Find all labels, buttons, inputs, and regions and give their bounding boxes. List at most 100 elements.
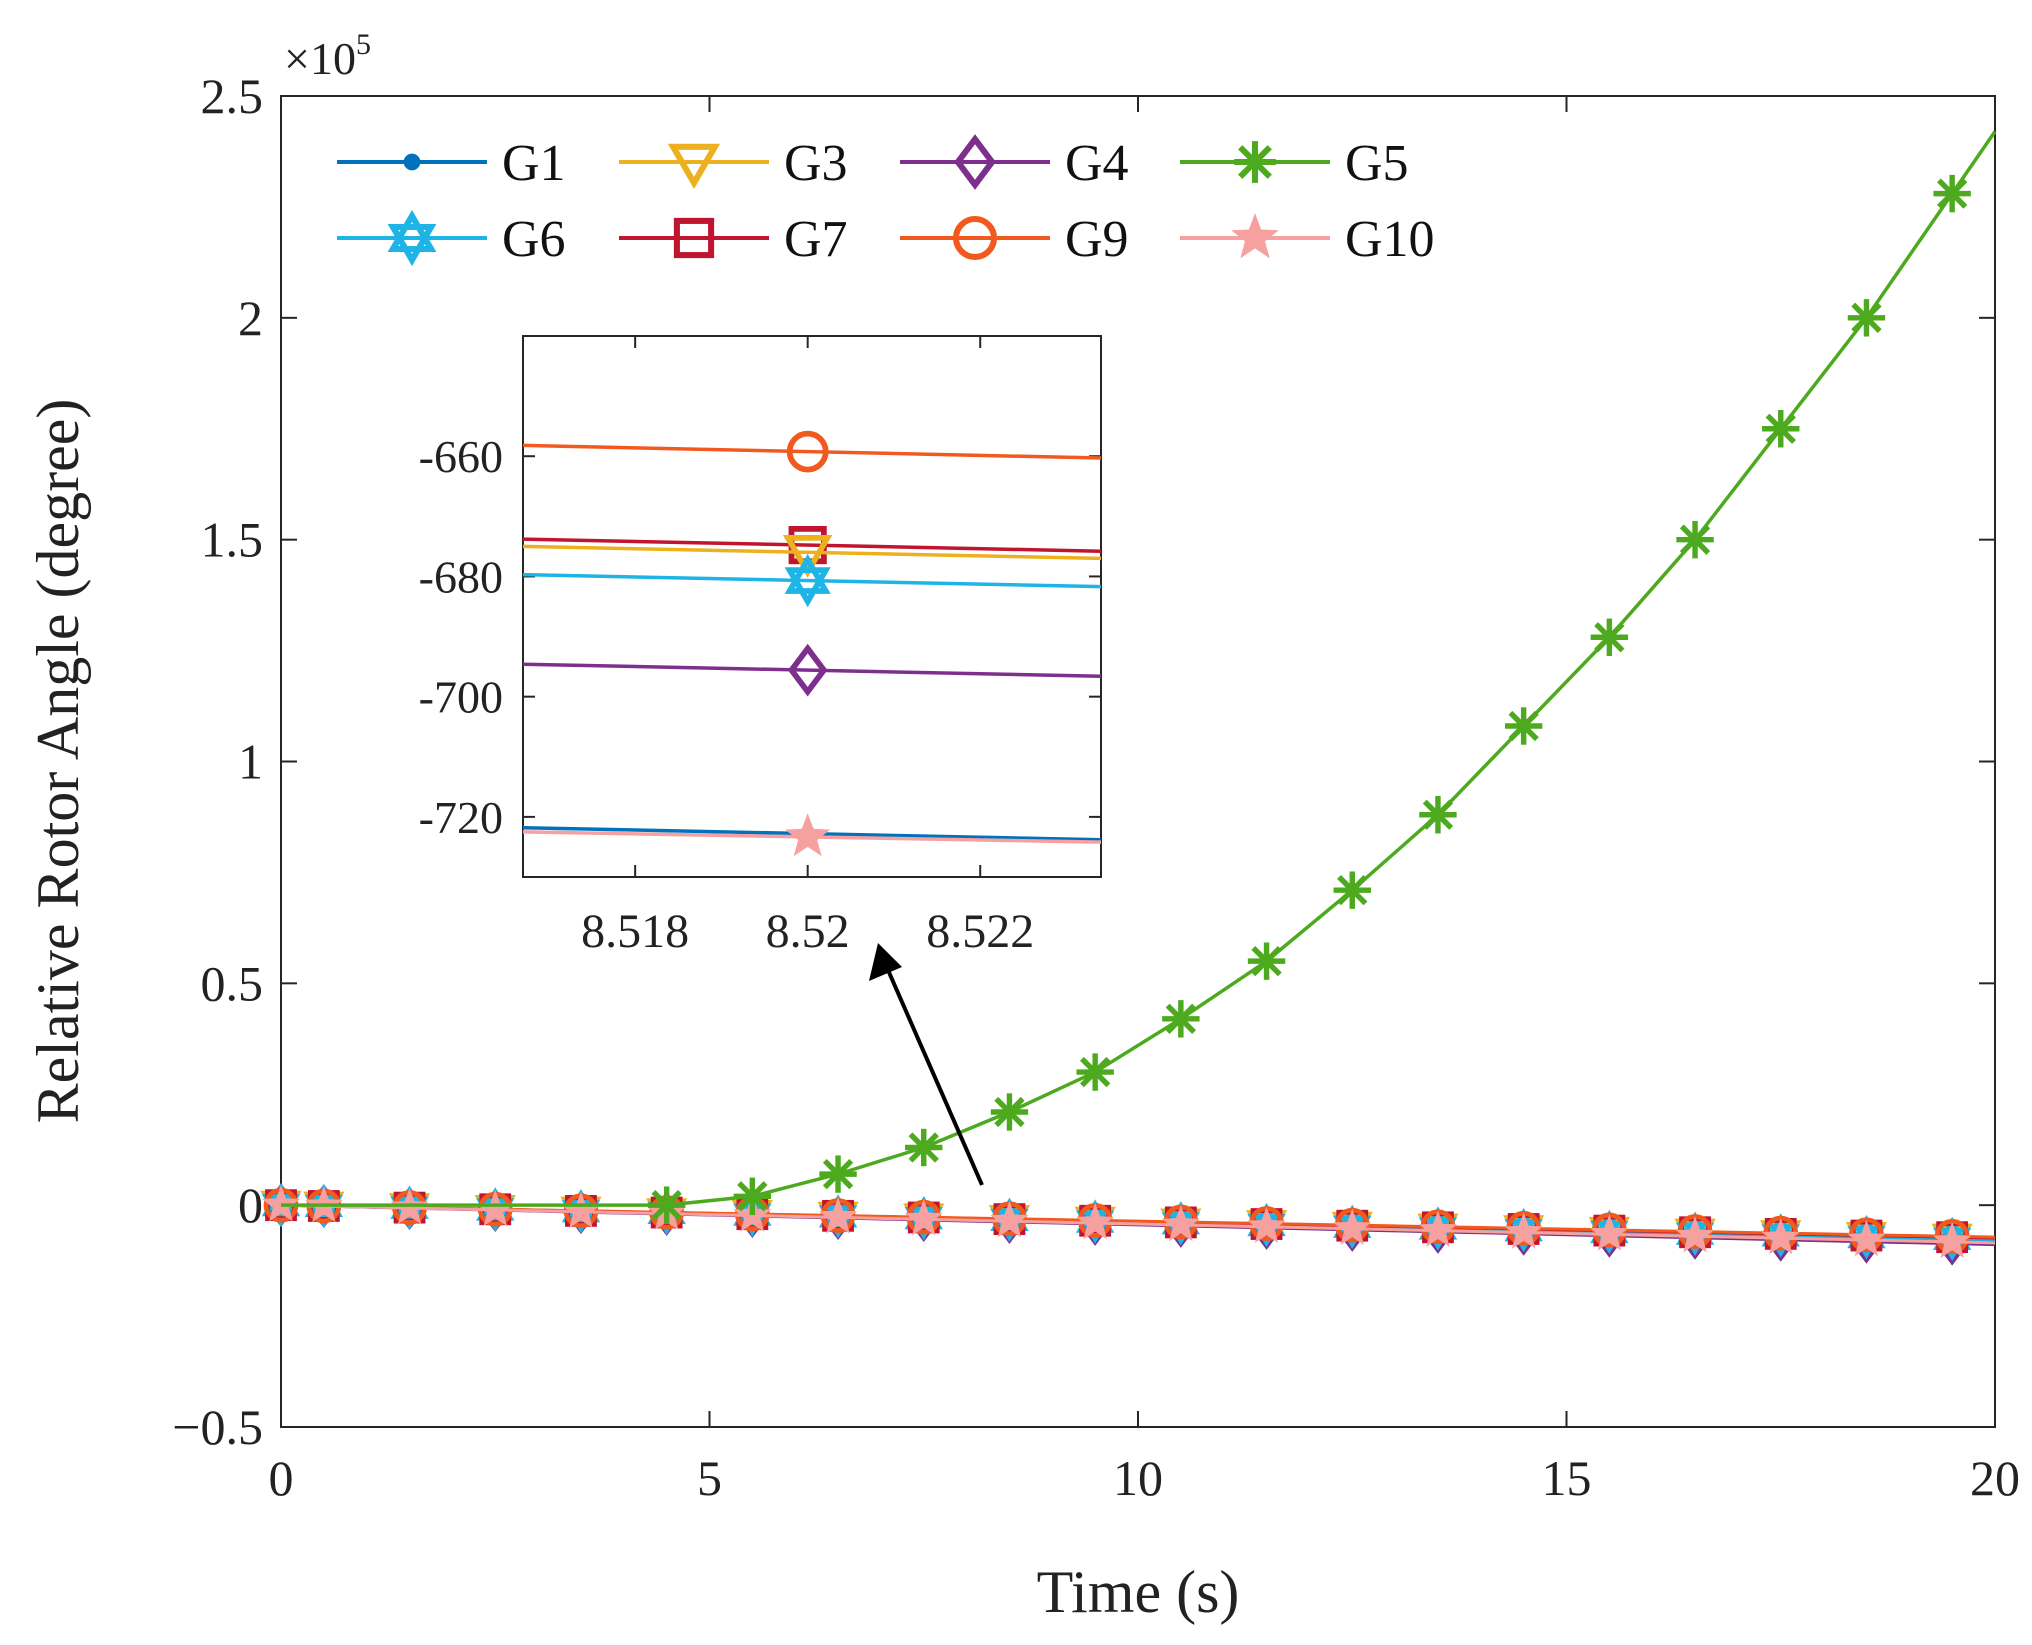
x-tick-label: 10 <box>1113 1450 1163 1506</box>
data-point-g10 <box>819 1197 858 1234</box>
marker-pentagram <box>1247 1206 1286 1244</box>
marker-hexagram-b <box>784 567 831 608</box>
inset-series-line-g9 <box>522 443 1102 460</box>
x-tick-label: 15 <box>1542 1450 1592 1506</box>
arrow-shaft <box>886 969 984 1186</box>
y-axis-exponent-label: ×105 <box>284 28 371 84</box>
legend-marker <box>1234 141 1276 183</box>
legend-label: G7 <box>784 211 848 268</box>
inset-x-tick-label: 8.52 <box>766 905 850 958</box>
legend-marker <box>1231 213 1279 259</box>
marker-asterisk-arm <box>1594 622 1625 653</box>
series-line-g5 <box>281 130 1997 1207</box>
legend: G1 G3 G4 G5 G6 G7 G9 G10 <box>337 134 1435 268</box>
legend-marker <box>387 209 437 267</box>
marker-asterisk-arm <box>1765 413 1796 444</box>
marker-pentagram <box>1161 1204 1200 1242</box>
marker-asterisk-arm <box>1937 178 1968 209</box>
marker-pentagram <box>1504 1212 1543 1249</box>
marker-hexagram-a <box>387 209 437 253</box>
marker-asterisk-arm <box>1422 799 1454 830</box>
inset-data-point-g9 <box>786 430 829 473</box>
inset-series-g3 <box>522 535 1102 578</box>
inset-series-g10 <box>522 813 1102 857</box>
legend-label: G3 <box>784 135 848 192</box>
inset-x-tick-label: 8.518 <box>581 905 689 958</box>
inset-y-tick-label: -660 <box>419 431 503 482</box>
marker-pentagram <box>990 1201 1029 1238</box>
inset-data-point-g10 <box>785 813 831 857</box>
marker-asterisk-arm <box>1165 1003 1196 1034</box>
legend-label: G10 <box>1345 211 1435 268</box>
inset-plot-series <box>522 430 1102 857</box>
marker-triangle <box>667 143 721 189</box>
inset-data-point-g3 <box>782 535 833 578</box>
x-axis-title: Time (s) <box>1037 1559 1240 1625</box>
marker-triangle <box>782 535 833 578</box>
data-point-g10 <box>1676 1216 1715 1253</box>
marker-pentagram <box>1761 1218 1800 1255</box>
legend-entry-g1: G1 <box>337 135 566 192</box>
marker-dot <box>403 153 421 171</box>
data-point-g10 <box>1761 1218 1800 1255</box>
inset-series-g9 <box>522 430 1102 473</box>
marker-asterisk-arm <box>822 1158 854 1190</box>
legend-entry-g9: G9 <box>900 211 1129 268</box>
data-point-g10 <box>1418 1210 1457 1247</box>
data-point-g10 <box>1847 1220 1886 1257</box>
data-point-g5 <box>1076 1053 1114 1091</box>
marker-hexagram-a <box>784 553 831 594</box>
data-point-g5 <box>905 1128 943 1167</box>
legend-marker <box>952 215 998 261</box>
legend-label: G6 <box>502 211 566 268</box>
legend-label: G5 <box>1345 135 1409 192</box>
x-axis-ticks: 0 5 10 15 20 <box>269 96 2020 1506</box>
legend-entry-g3: G3 <box>619 135 848 192</box>
y-tick-label: −0.5 <box>172 1399 263 1455</box>
marker-square <box>673 217 715 259</box>
legend-entry-g6: G6 <box>337 209 566 268</box>
marker-pentagram <box>1933 1221 1972 1259</box>
data-point-g10 <box>990 1201 1029 1238</box>
data-point-g5 <box>1419 796 1457 834</box>
data-point-g10 <box>1590 1214 1629 1251</box>
arrow-head <box>869 943 902 981</box>
marker-asterisk-arm <box>651 1190 682 1221</box>
x-tick-label: 5 <box>697 1450 722 1506</box>
inset-series-line-g3 <box>522 544 1102 561</box>
data-point-g5 <box>733 1177 772 1215</box>
data-point-g10 <box>1076 1203 1115 1240</box>
y-axis-title: Relative Rotor Angle (degree) <box>25 399 91 1124</box>
marker-hexagram-b <box>387 223 437 267</box>
inset-y-tick-label: -680 <box>419 551 503 602</box>
legend-label: G1 <box>502 135 566 192</box>
data-point-g5 <box>990 1093 1029 1131</box>
data-point-g5 <box>1762 410 1800 448</box>
inset-data-point-g6 <box>784 553 831 608</box>
inset-series-line-g4 <box>522 662 1102 678</box>
inset-series-g4 <box>522 643 1102 697</box>
x-tick-label: 0 <box>269 1450 294 1506</box>
marker-pentagram <box>1076 1203 1115 1240</box>
marker-pentagram <box>1231 213 1279 259</box>
marker-asterisk-arm <box>1238 145 1272 179</box>
data-point-g10 <box>261 1185 301 1222</box>
data-point-g5 <box>819 1155 857 1193</box>
y-tick-label: 1 <box>238 734 263 790</box>
data-point-g10 <box>1333 1208 1372 1245</box>
legend-entry-g10: G10 <box>1180 211 1435 268</box>
exponent-base: ×10 <box>284 33 356 84</box>
legend-marker <box>667 143 721 189</box>
data-point-g5 <box>1933 174 1971 213</box>
data-point-g5 <box>1247 942 1286 980</box>
data-point-g10 <box>1161 1204 1200 1242</box>
marker-pentagram <box>1333 1208 1372 1245</box>
marker-pentagram <box>1418 1210 1457 1247</box>
marker-asterisk-arm <box>737 1181 768 1212</box>
y-tick-label: 1.5 <box>201 512 264 568</box>
data-point-g10 <box>1247 1206 1286 1244</box>
data-point-g5 <box>1162 1000 1200 1038</box>
inset-data-point-g4 <box>787 643 828 697</box>
y-tick-label: 2.5 <box>201 68 264 124</box>
